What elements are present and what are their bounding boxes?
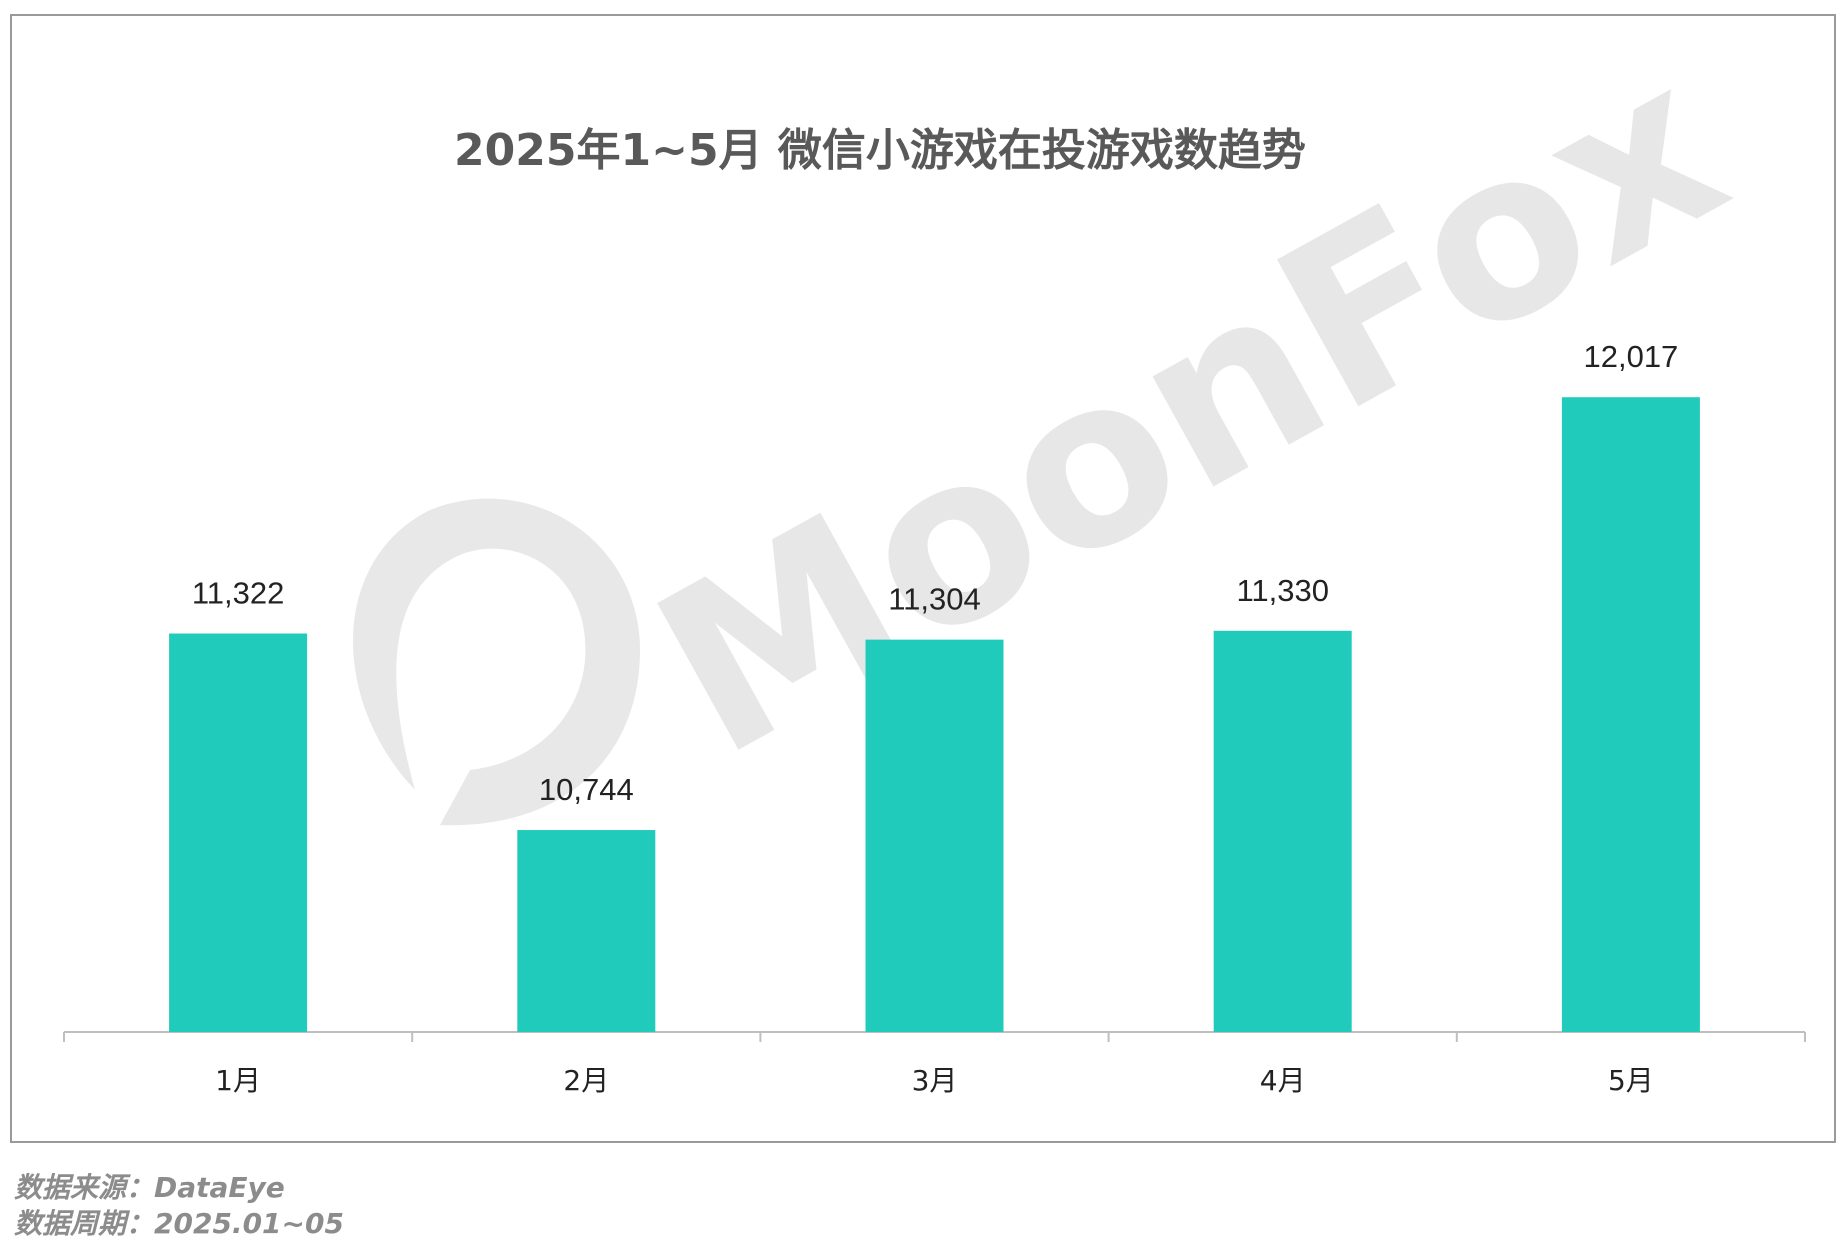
bar-value-label: 11,304 [888,582,981,617]
x-tick-label: 4月 [1260,1064,1306,1097]
x-tick-labels: 1月 2月 3月 4月 5月 [215,1064,1654,1097]
watermark-logo [353,498,640,826]
data-period-note: 数据周期：2025.01~05 [14,1207,344,1240]
x-tick-label: 3月 [912,1064,958,1097]
bar-2 [517,830,656,1032]
x-axis-ticks [63,1032,1806,1042]
bar-value-label: 11,322 [192,576,285,611]
data-source-note: 数据来源：DataEye [14,1171,285,1204]
bar-series [169,397,1700,1033]
x-tick-label: 2月 [563,1064,609,1097]
x-tick-label: 5月 [1608,1064,1654,1097]
bar-value-label: 10,744 [539,772,634,807]
chart-title: 2025年1~5月 微信小游戏在投游戏数趋势 [454,125,1306,176]
bar-5 [1561,397,1700,1033]
x-tick-label: 1月 [215,1064,261,1097]
value-labels: 11,322 10,744 11,304 11,330 12,017 [192,339,1678,807]
bar-value-label: 12,017 [1583,339,1678,374]
bar-4 [1213,630,1352,1032]
bar-value-label: 11,330 [1236,573,1329,608]
bar-3 [865,639,1004,1032]
bar-1 [169,633,308,1032]
